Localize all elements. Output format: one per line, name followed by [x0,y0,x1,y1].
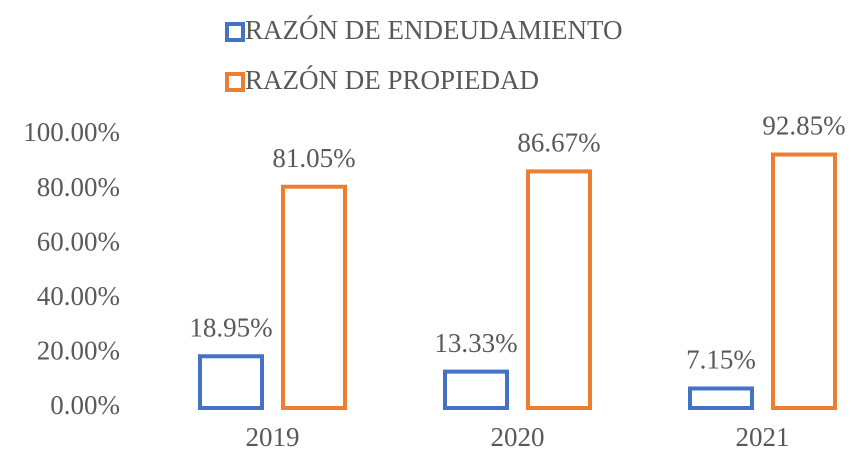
x-tick-label: 2019 [246,422,300,452]
x-tick-label: 2021 [736,422,790,452]
value-label: 18.95% [189,312,272,342]
y-tick-label: 60.00% [37,226,120,256]
value-label: 86.67% [517,128,600,158]
value-label: 81.05% [272,143,355,173]
value-label: 92.85% [762,111,845,141]
value-label: 13.33% [434,328,517,358]
legend-label: RAZÓN DE ENDEUDAMIENTO [245,15,622,45]
legend-swatch [225,22,245,42]
y-tick-label: 100.00% [23,117,120,147]
y-tick-label: 0.00% [50,390,120,420]
bar [281,184,347,410]
value-label: 7.15% [686,345,756,375]
bar [526,169,592,410]
x-tick-label: 2020 [491,422,545,452]
y-tick-label: 40.00% [37,281,120,311]
bar [198,354,264,411]
bar [443,369,509,410]
bar [688,386,754,410]
y-tick-label: 80.00% [37,172,120,202]
legend-label: RAZÓN DE PROPIEDAD [245,65,539,95]
y-tick-label: 20.00% [37,336,120,366]
bar [771,152,837,410]
legend-swatch [225,72,245,92]
